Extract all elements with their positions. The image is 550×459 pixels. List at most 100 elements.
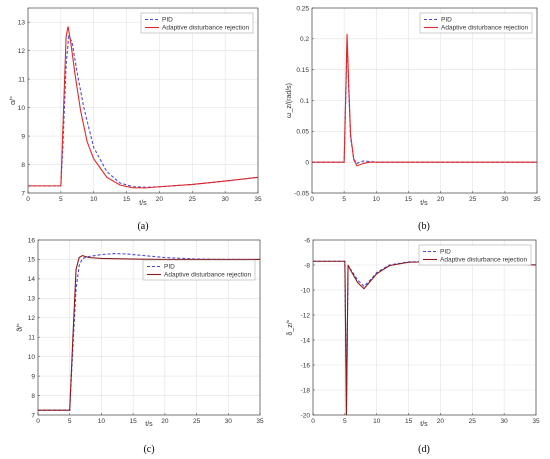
y-tick-label: -6	[304, 237, 310, 244]
x-tick-label: 0	[310, 196, 314, 203]
panel-caption: (a)	[137, 221, 148, 232]
y-axis-label: δ_z/°	[286, 319, 294, 335]
x-tick-label: 15	[130, 418, 138, 425]
panel-caption: (d)	[418, 444, 430, 455]
panel-caption: (c)	[143, 444, 154, 455]
y-tick-label: 9	[31, 373, 35, 380]
x-tick-label: 15	[405, 196, 413, 203]
y-tick-label: 0.05	[296, 129, 309, 136]
x-tick-label: 30	[501, 418, 509, 425]
legend-box	[140, 12, 254, 34]
x-tick-label: 35	[533, 196, 541, 203]
legend-label: PID	[440, 249, 451, 256]
axes-frame	[311, 7, 538, 194]
x-tick-label: 15	[405, 418, 413, 425]
y-tick-label: -14	[301, 337, 311, 344]
y-tick-label: 9	[21, 133, 25, 140]
legend-label: Adaptive disturbance rejection	[441, 25, 528, 32]
legend-box	[142, 259, 256, 281]
y-tick-label: -12	[301, 312, 311, 319]
x-tick-label: 0	[36, 418, 40, 425]
x-tick-label: 20	[161, 418, 169, 425]
x-tick-label: 25	[193, 418, 201, 425]
x-tick-label: 0	[26, 196, 30, 203]
x-tick-label: 5	[68, 418, 72, 425]
y-tick-label: 13	[28, 296, 36, 303]
legend-label: PID	[164, 264, 175, 271]
legend-label: Adaptive disturbance rejection	[164, 272, 251, 279]
y-axis-label: ω_z/(rad/s)	[286, 83, 293, 118]
x-tick-label: 30	[222, 196, 230, 203]
y-tick-label: 0.15	[296, 67, 309, 74]
x-tick-label: 20	[156, 196, 164, 203]
legend-box	[418, 244, 532, 266]
x-tick-label: 10	[98, 418, 106, 425]
y-tick-label: -0.05	[294, 190, 309, 197]
x-axis-label: t/s	[420, 421, 428, 428]
x-tick-label: 25	[189, 196, 197, 203]
panel-caption: (b)	[418, 221, 430, 232]
y-tick-label: 16	[28, 237, 36, 244]
axes-frame	[37, 239, 261, 416]
y-tick-label: 12	[18, 48, 26, 55]
y-tick-label: 10	[28, 354, 36, 361]
x-tick-label: 30	[501, 196, 509, 203]
y-tick-label: -16	[301, 362, 311, 369]
x-tick-label: 25	[469, 196, 477, 203]
chart-panel-3: 0 5 10 15 20 25 30 35 7 8 9 10 11 12 13 14 15 16 PIDAdapti…	[16, 237, 264, 455]
chart-panel-2: 0 5 10 15 20 25 30 35-0.0500.050.10.150.20.25PI…	[286, 5, 541, 232]
y-tick-label: 0.1	[300, 98, 309, 105]
y-tick-label: 8	[21, 162, 25, 169]
y-tick-label: 10	[18, 105, 26, 112]
x-tick-label: 10	[373, 418, 381, 425]
legend-box	[419, 12, 533, 34]
x-tick-label: 30	[225, 418, 233, 425]
y-tick-label: 0.25	[296, 5, 309, 12]
y-tick-label: 0.2	[300, 36, 309, 43]
series-line-adaptive	[312, 33, 537, 167]
legend-label: PID	[441, 17, 452, 24]
y-tick-label: -18	[301, 387, 311, 394]
y-tick-label: 11	[18, 76, 25, 83]
x-axis-label: t/s	[145, 421, 153, 428]
y-tick-label: 12	[28, 315, 36, 322]
x-tick-label: 20	[437, 196, 445, 203]
series-line-adaptive	[38, 254, 260, 411]
x-axis-label: t/s	[420, 200, 428, 207]
y-tick-label: 14	[28, 276, 36, 283]
y-tick-label: -10	[301, 287, 311, 294]
y-tick-label: 15	[28, 257, 36, 264]
x-tick-label: 25	[469, 418, 477, 425]
y-tick-label: 11	[28, 335, 35, 342]
axes-frame	[312, 239, 537, 416]
y-tick-label: 13	[18, 20, 26, 27]
y-tick-label: 7	[21, 190, 25, 197]
y-tick-label: 7	[31, 412, 35, 419]
y-axis-label: ϑ/°	[16, 323, 24, 332]
x-tick-label: 0	[311, 418, 315, 425]
legend-label: Adaptive disturbance rejection	[162, 25, 249, 32]
x-tick-label: 35	[254, 196, 262, 203]
x-tick-label: 5	[59, 196, 63, 203]
legend-label: Adaptive disturbance rejection	[440, 257, 527, 264]
y-tick-label: 0	[305, 159, 309, 166]
axes-frame	[27, 7, 259, 194]
x-tick-label: 20	[437, 418, 445, 425]
x-tick-label: 5	[342, 196, 346, 203]
series-line-adaptive	[28, 26, 258, 189]
x-tick-label: 15	[123, 196, 131, 203]
x-tick-label: 10	[373, 196, 381, 203]
y-axis-label: α/°	[9, 96, 17, 105]
y-tick-label: -8	[304, 262, 310, 269]
x-tick-label: 35	[256, 418, 264, 425]
x-tick-label: 10	[90, 196, 98, 203]
x-tick-label: 5	[343, 418, 347, 425]
y-tick-label: -20	[301, 412, 311, 419]
plot-area	[28, 8, 258, 193]
